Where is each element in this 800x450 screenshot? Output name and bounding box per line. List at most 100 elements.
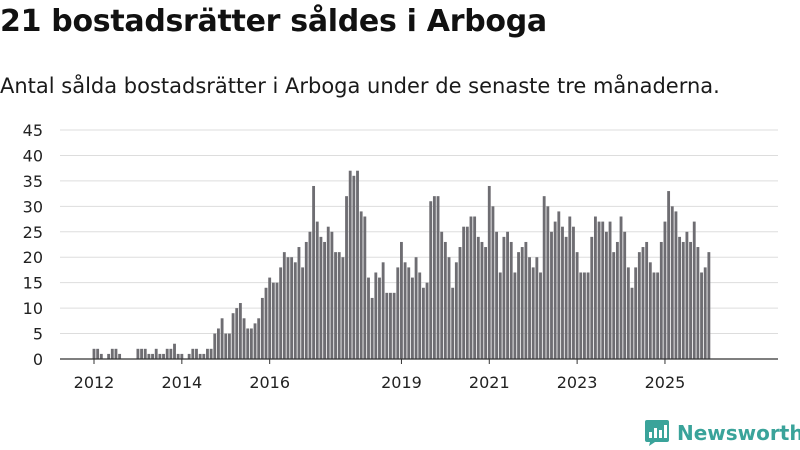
bar (136, 348, 140, 359)
bar (634, 267, 638, 359)
bar (352, 175, 356, 359)
newsworthy-logo-icon (645, 420, 669, 446)
bar (337, 252, 341, 359)
bar (198, 353, 202, 359)
bar (641, 247, 645, 359)
bar (652, 272, 656, 359)
bar (447, 257, 451, 359)
bar (608, 221, 612, 359)
bar (542, 196, 546, 359)
bar (462, 226, 466, 359)
bar (275, 282, 279, 359)
bar (491, 206, 495, 359)
bar (381, 262, 385, 359)
bar (670, 206, 674, 359)
x-tick-label: 2012 (74, 373, 115, 392)
y-tick-label: 5 (33, 325, 43, 344)
data-label: 21 (714, 0, 733, 4)
bar (271, 282, 275, 359)
bar (707, 252, 711, 359)
bar (612, 252, 616, 359)
bar (238, 303, 242, 359)
y-tick-label: 35 (23, 172, 43, 191)
bar (645, 241, 649, 359)
bar (206, 348, 209, 359)
bar (400, 241, 403, 359)
brand-name: Newsworthy (677, 421, 800, 445)
bars (92, 170, 711, 359)
bar (308, 231, 312, 359)
y-tick-label: 15 (23, 274, 43, 293)
x-axis: 2012 2014 2016 2019 2021 2023 2025 (60, 358, 778, 392)
bar (389, 292, 392, 359)
bar (509, 241, 513, 359)
bar (451, 287, 455, 359)
bar (663, 221, 667, 359)
bar (656, 272, 660, 359)
bar (345, 196, 348, 359)
bar (637, 252, 641, 359)
bar (454, 262, 458, 359)
bar (553, 221, 557, 359)
bar (615, 241, 619, 359)
bar (700, 272, 703, 359)
bar (403, 262, 407, 359)
bar (696, 247, 700, 359)
bar (304, 241, 308, 359)
bar (378, 277, 381, 359)
bar (209, 348, 213, 359)
x-tick-label: 2021 (469, 373, 510, 392)
bar (502, 236, 506, 359)
bar (469, 216, 473, 359)
bar (140, 348, 143, 359)
bar (293, 262, 297, 359)
bar (235, 308, 239, 359)
bar (583, 272, 586, 359)
bar (264, 287, 268, 359)
chart-subtitle: Antal sålda bostadsrätter i Arboga under… (0, 74, 720, 98)
bar (326, 226, 330, 359)
bar (484, 247, 488, 359)
bar (561, 226, 564, 359)
bar (92, 348, 96, 359)
bar (176, 353, 180, 359)
bar (356, 170, 359, 359)
bar (557, 211, 561, 359)
bar (626, 267, 630, 359)
brand-logo: Newsworthy (644, 418, 800, 448)
bar (572, 226, 575, 359)
bar (480, 241, 484, 359)
bar (180, 353, 184, 359)
bar (414, 257, 418, 359)
x-tick-label: 2019 (381, 373, 422, 392)
bar (253, 323, 257, 359)
bar (604, 231, 608, 359)
bar (458, 247, 462, 359)
bar (195, 348, 198, 359)
bar (312, 185, 316, 359)
bar (601, 221, 605, 359)
x-tick-label: 2016 (249, 373, 290, 392)
bar (257, 318, 261, 359)
y-tick-label: 25 (23, 223, 43, 242)
bar (703, 267, 707, 359)
bar (418, 272, 422, 359)
bar (242, 318, 246, 359)
bar (367, 277, 370, 359)
bar (465, 226, 469, 359)
bar (495, 231, 499, 359)
bar (550, 231, 553, 359)
bar (330, 231, 334, 359)
bar (517, 252, 520, 359)
y-axis: 0 5 10 15 20 25 30 35 40 45 (23, 121, 43, 369)
y-tick-label: 45 (23, 121, 43, 140)
bar (187, 353, 191, 359)
bar (107, 353, 111, 359)
bar (151, 353, 154, 359)
bar (213, 333, 217, 359)
bar (568, 216, 572, 359)
bar (498, 272, 502, 359)
bar (143, 348, 147, 359)
y-tick-label: 10 (23, 299, 43, 318)
